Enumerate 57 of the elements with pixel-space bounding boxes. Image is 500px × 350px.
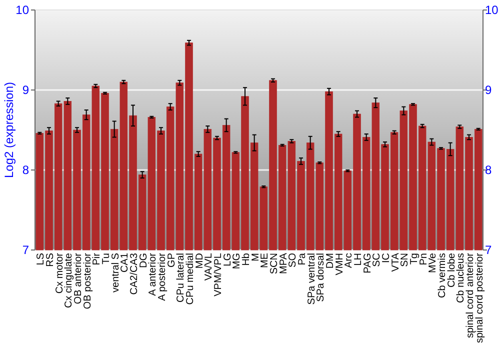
x-tick-label: VTA <box>390 252 402 272</box>
x-tick-label: IC <box>381 253 392 263</box>
x-tick-label: spinal cord anterior <box>465 252 476 338</box>
x-tick-label: ME <box>260 252 271 268</box>
y2-tick-label: 10 <box>485 3 499 18</box>
y-tick-label: 10 <box>16 3 30 18</box>
x-tick-label: Cb lobe <box>446 252 458 288</box>
x-tick-label: spinal cord posterior <box>474 252 486 344</box>
x-tick-label: Arc <box>344 253 355 268</box>
x-tick-label: VA/VL <box>204 252 215 281</box>
x-tick-label: VPM/VPL <box>213 252 224 296</box>
x-tick-label: A posterior <box>157 252 168 301</box>
x-tick-label: CA2/CA3 <box>129 252 140 295</box>
x-tick-label: SCN <box>269 253 280 274</box>
x-tick-label: RS <box>45 252 56 267</box>
y2-tick-label: 8 <box>485 163 492 178</box>
x-tick-label: LH <box>353 253 364 266</box>
x-tick-label: SN <box>400 253 411 267</box>
x-tick-label: MPA <box>278 252 290 274</box>
x-tick-label: SO <box>288 252 299 268</box>
x-tick-label: SC <box>372 253 383 267</box>
x-tick-label: Pir <box>92 252 103 266</box>
x-tick-label: LG <box>222 252 234 266</box>
x-tick-label: DG <box>138 252 150 268</box>
x-tick-label: Cx cingulate <box>64 252 75 308</box>
x-tick-label: Cb nucleus <box>456 253 467 304</box>
x-tick-label: SPa dorsal <box>316 253 327 302</box>
y2-tick-label: 7 <box>485 243 492 258</box>
x-tick-label: ventral S <box>110 252 122 292</box>
y-axis-title: Log2 (expression) <box>2 82 16 178</box>
x-tick-label: PAG <box>362 252 374 274</box>
x-tick-label: MG <box>232 252 243 270</box>
x-tick-label: MVe <box>428 252 439 274</box>
x-tick-label: SPa ventral <box>306 253 318 305</box>
x-tick-label: Pa <box>297 252 308 266</box>
x-tick-label: VMH <box>334 253 346 276</box>
x-tick-label: CPu lateral <box>176 253 187 302</box>
x-tick-label: Tu <box>101 253 112 264</box>
x-tick-label: LS <box>36 252 47 266</box>
x-tick-label: MD <box>194 253 206 269</box>
x-tick-label: GP <box>166 252 178 268</box>
x-tick-label: Cx motor <box>54 252 66 294</box>
x-tick-label: CPu medial <box>185 253 196 305</box>
x-tick-label: DM <box>325 253 336 269</box>
x-tick-label: A anterior <box>148 252 159 296</box>
x-tick-label: CA1 <box>120 252 131 272</box>
x-tick-label: Pn <box>418 253 430 266</box>
x-tick-label: Cb vermis <box>437 253 448 298</box>
x-tick-label: Hb <box>241 252 252 266</box>
y-tick-label: 8 <box>22 163 30 178</box>
x-tick-label: Tg <box>409 253 420 265</box>
y-tick-label: 7 <box>22 243 30 258</box>
y-tick-label: 9 <box>22 83 30 98</box>
x-tick-label: M <box>250 253 262 262</box>
x-tick-label: OB anterior <box>73 252 84 304</box>
x-tick-label: OB posterior <box>82 252 94 310</box>
y2-tick-label: 9 <box>485 83 492 98</box>
